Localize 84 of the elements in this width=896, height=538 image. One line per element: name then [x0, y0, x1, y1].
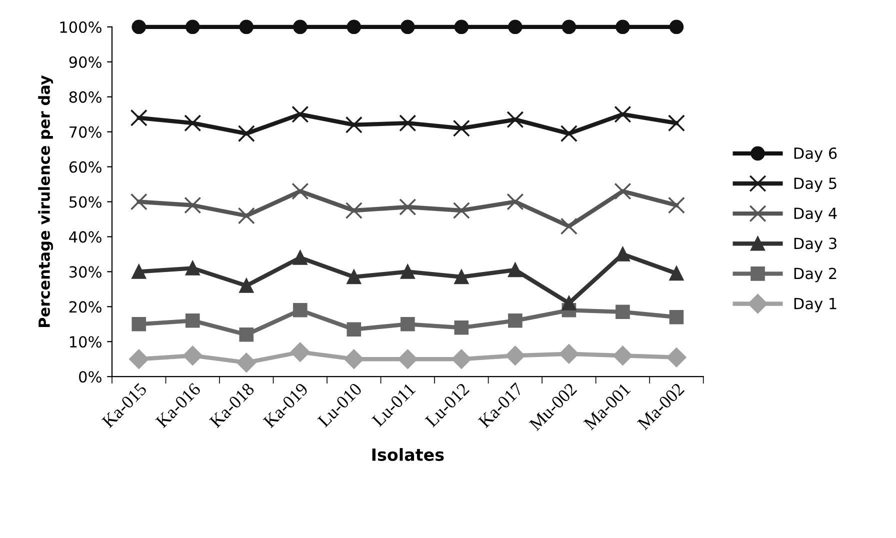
point [129, 349, 149, 369]
point [239, 278, 254, 293]
point [344, 349, 364, 369]
point [560, 125, 578, 142]
point [290, 342, 310, 362]
y-tick-label: 0% [79, 371, 102, 383]
y-tick-label: 60% [69, 161, 102, 173]
point [669, 310, 684, 324]
point [184, 114, 202, 132]
point [185, 20, 200, 34]
point [452, 349, 472, 369]
point [130, 193, 148, 210]
point [399, 114, 416, 132]
point [505, 346, 525, 366]
point [292, 182, 309, 200]
point [668, 114, 686, 132]
point [668, 196, 686, 214]
point [345, 116, 362, 134]
point [400, 20, 415, 34]
point [452, 202, 470, 220]
y-tick-label: 30% [69, 266, 102, 278]
point [239, 327, 254, 342]
y-tick-label: 40% [69, 231, 102, 243]
y-tick-label: 20% [69, 301, 102, 313]
point [185, 261, 200, 276]
legend-label: Day 1 [794, 298, 836, 312]
point [236, 352, 256, 372]
y-tick-label: 50% [70, 196, 102, 208]
point [400, 264, 415, 279]
point [669, 266, 684, 281]
point [238, 207, 255, 224]
point [184, 196, 202, 214]
x-axis-title: Isolates [372, 448, 444, 461]
y-tick-label: 80% [69, 91, 102, 103]
point [560, 218, 578, 235]
legend-label: Day 6 [794, 147, 837, 162]
y-tick-label: 90% [69, 56, 102, 68]
point [508, 313, 522, 328]
point [454, 320, 469, 335]
point [132, 264, 146, 279]
point [399, 198, 416, 216]
point [185, 313, 200, 328]
point [293, 20, 308, 34]
point [669, 20, 684, 34]
point [508, 20, 522, 34]
point [292, 106, 309, 123]
point [293, 250, 308, 265]
point [238, 125, 255, 142]
point [346, 322, 362, 337]
point [345, 202, 362, 220]
point [132, 20, 146, 34]
point [614, 182, 632, 200]
point [400, 316, 415, 332]
legend-label: Day 4 [794, 208, 837, 222]
point [454, 20, 469, 34]
y-tick-label: 70% [70, 126, 102, 138]
point [452, 120, 470, 137]
y-tick-label: 100% [60, 21, 102, 33]
point [130, 109, 148, 126]
point [506, 111, 524, 128]
point [616, 247, 630, 262]
point [666, 348, 686, 368]
point [182, 346, 202, 366]
legend-label: Day 3 [794, 238, 836, 252]
point [616, 20, 630, 34]
point [239, 20, 254, 34]
point [562, 20, 576, 34]
point [612, 346, 632, 366]
point [132, 316, 146, 332]
point [346, 20, 362, 34]
y-tick-label: 10% [70, 336, 102, 348]
point [614, 106, 632, 123]
point [506, 193, 524, 210]
legend-label: Day 2 [794, 268, 836, 282]
point [293, 303, 308, 318]
point [398, 349, 418, 369]
point [346, 270, 362, 284]
y-axis-title: Percentage virulence per day [38, 75, 54, 328]
point [616, 304, 630, 320]
point [508, 262, 522, 278]
legend-label: Day 5 [794, 178, 836, 192]
point [454, 270, 469, 284]
point [559, 344, 579, 364]
point [562, 296, 576, 310]
